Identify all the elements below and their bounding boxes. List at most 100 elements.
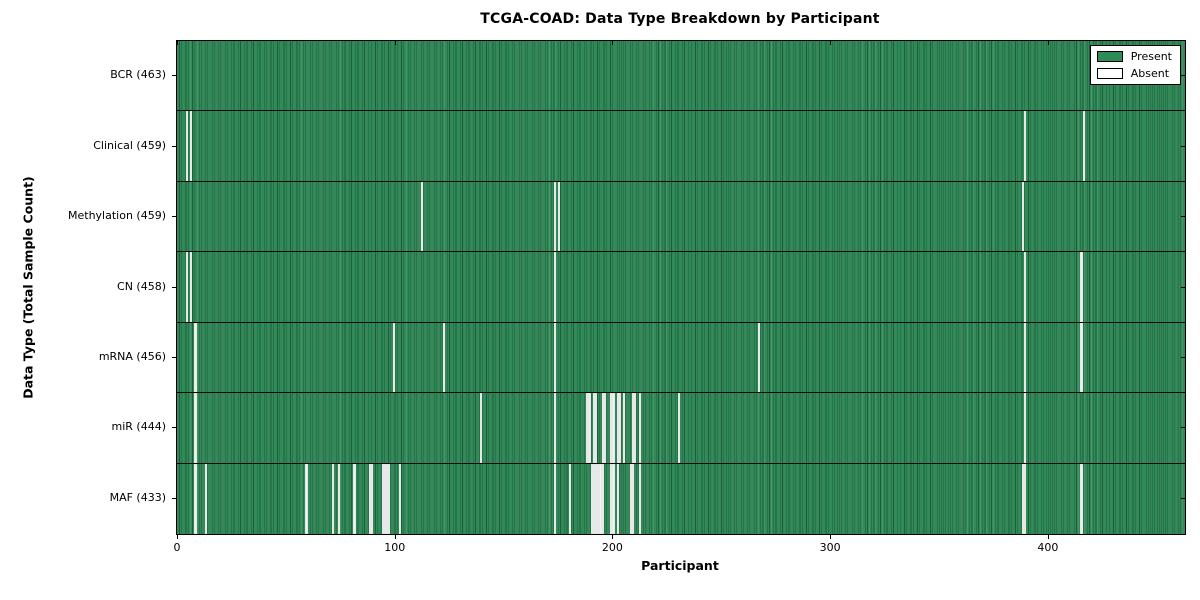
chart-title: TCGA-COAD: Data Type Breakdown by Partic… [480, 11, 880, 27]
x-tick-mark [394, 41, 396, 45]
absent-stripe [194, 393, 197, 463]
x-tick-mark [830, 41, 832, 45]
absent-stripe [1021, 181, 1024, 252]
legend-label-absent: Absent [1130, 67, 1170, 80]
absent-stripe [588, 393, 591, 463]
absent-stripe [1023, 322, 1027, 393]
absent-stripe [592, 393, 595, 463]
absent-stripe [590, 463, 593, 534]
absent-stripe [338, 463, 341, 534]
absent-stripe [190, 252, 193, 322]
absent-stripe [629, 463, 632, 534]
x-tick-mark [612, 535, 614, 539]
x-tick-mark [177, 535, 178, 539]
heatmap-row-mir [177, 393, 1185, 464]
absent-stripe [638, 463, 641, 534]
absent-stripe [331, 463, 334, 534]
absent-stripe [592, 463, 595, 534]
y-tick-mark [1181, 286, 1185, 288]
absent-stripe [185, 111, 188, 181]
absent-stripe [386, 463, 389, 534]
absent-stripe [1023, 111, 1027, 181]
absent-stripe [616, 463, 619, 534]
absent-stripe [479, 393, 482, 463]
absent-stripe [601, 393, 604, 463]
x-tick-mark [830, 535, 832, 539]
y-tick-mark [1181, 356, 1185, 358]
legend-item-present: Present [1096, 50, 1172, 63]
absent-stripe [194, 322, 197, 393]
absent-stripe [610, 393, 613, 463]
absent-stripe [597, 463, 600, 534]
absent-stripe [758, 322, 761, 393]
absent-stripe [553, 393, 556, 463]
absent-stripe [612, 463, 615, 534]
absent-stripe [420, 181, 423, 252]
absent-stripe [1080, 463, 1083, 534]
absent-stripe [388, 463, 391, 534]
x-tick-mark [612, 41, 614, 45]
x-axis-label: Participant [641, 558, 719, 573]
absent-stripe [368, 463, 371, 534]
y-tick-mark [172, 145, 176, 147]
absent-stripe [381, 463, 384, 534]
legend-swatch-present-icon [1096, 51, 1123, 62]
absent-stripe [1023, 393, 1027, 463]
absent-stripe [1023, 463, 1027, 534]
absent-stripe [616, 393, 619, 463]
absent-stripe [557, 181, 561, 252]
absent-stripe [185, 252, 188, 322]
absent-stripe [383, 463, 386, 534]
y-tick-label: Methylation (459) [68, 209, 166, 223]
absent-stripe [568, 463, 572, 534]
y-tick-mark [1181, 427, 1185, 429]
y-tick-label: mRNA (456) [98, 349, 166, 363]
heatmap-row-cn [177, 252, 1185, 323]
y-tick-mark [172, 75, 176, 77]
absent-stripe [677, 393, 680, 463]
absent-stripe [623, 393, 626, 463]
y-tick-mark [172, 286, 176, 288]
absent-stripe [586, 393, 589, 463]
plot-area: Present Absent [176, 40, 1186, 535]
absent-stripe [603, 393, 606, 463]
absent-stripe [190, 111, 193, 181]
absent-stripe [553, 252, 556, 322]
y-tick-mark [172, 356, 176, 358]
heatmap-row-bcr [177, 41, 1185, 112]
absent-stripe [392, 322, 395, 393]
absent-stripe [205, 463, 208, 534]
absent-stripe [353, 463, 356, 534]
absent-stripe [632, 393, 635, 463]
absent-stripe [399, 463, 402, 534]
legend-label-present: Present [1130, 50, 1172, 63]
legend-item-absent: Absent [1096, 67, 1172, 80]
y-tick-mark [172, 427, 176, 429]
y-tick-mark [172, 216, 176, 218]
y-tick-mark [1181, 145, 1185, 147]
x-tick-mark [394, 535, 396, 539]
absent-stripe [612, 393, 615, 463]
y-tick-label: CN (458) [117, 279, 166, 293]
y-tick-mark [1181, 75, 1185, 77]
absent-stripe [618, 393, 622, 463]
absent-stripe [553, 181, 556, 252]
absent-stripe [370, 463, 373, 534]
absent-stripe [632, 463, 635, 534]
x-tick-mark [1047, 41, 1049, 45]
x-tick-label: 0 [173, 541, 181, 554]
heatmap-row-clinical [177, 111, 1185, 182]
y-tick-label: miR (444) [111, 420, 167, 434]
x-tick-label: 200 [601, 541, 623, 554]
absent-stripe [553, 322, 556, 393]
absent-stripe [638, 393, 641, 463]
absent-stripe [1021, 463, 1024, 534]
absent-stripe [1023, 252, 1027, 322]
absent-stripe [595, 393, 598, 463]
y-tick-mark [1181, 497, 1185, 499]
absent-stripe [601, 463, 604, 534]
absent-stripe [634, 393, 637, 463]
absent-stripe [553, 463, 556, 534]
x-tick-mark [1047, 535, 1049, 539]
